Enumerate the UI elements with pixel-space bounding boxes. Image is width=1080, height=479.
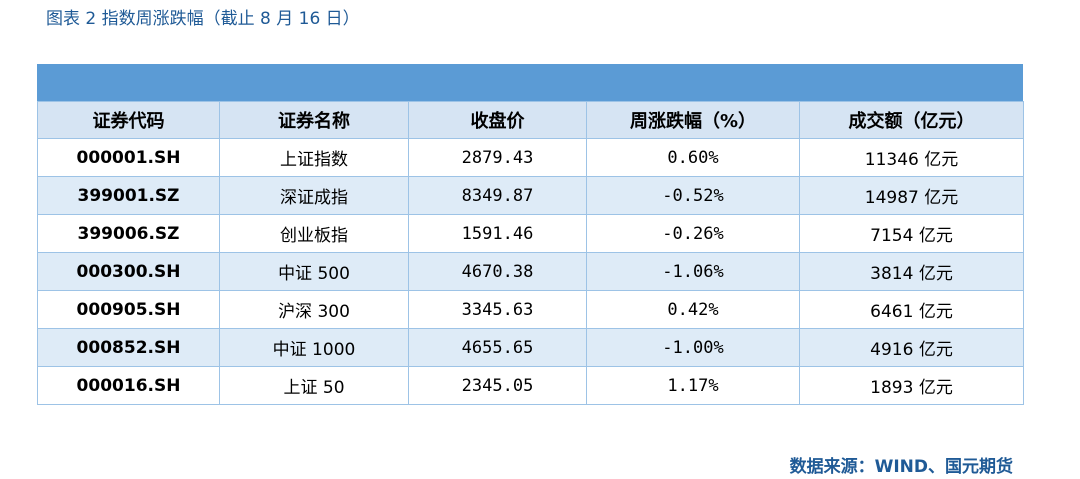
cell-weekly-change: 0.60% [586, 138, 800, 177]
cell-code: 000001.SH [37, 138, 220, 177]
cell-close: 2345.05 [408, 366, 587, 405]
cell-turnover: 4916 亿元 [799, 328, 1024, 367]
table-header-bar [37, 64, 1023, 101]
cell-code: 000905.SH [37, 290, 220, 329]
table-header-row: 证券代码 证券名称 收盘价 周涨跌幅（%） 成交额（亿元） [37, 101, 1024, 139]
cell-close: 2879.43 [408, 138, 587, 177]
header-close: 收盘价 [408, 101, 587, 139]
figure-title: 图表 2 指数周涨跌幅（截止 8 月 16 日） [46, 9, 360, 29]
data-source-note: 数据来源：WIND、国元期货 [789, 457, 1013, 477]
cell-close: 4670.38 [408, 252, 587, 291]
cell-name: 创业板指 [219, 214, 409, 253]
cell-name: 中证 1000 [219, 328, 409, 367]
cell-weekly-change: 1.17% [586, 366, 800, 405]
cell-close: 8349.87 [408, 176, 587, 215]
table-row: 000852.SH 中证 1000 4655.65 -1.00% 4916 亿元 [37, 328, 1024, 367]
table-row: 000300.SH 中证 500 4670.38 -1.06% 3814 亿元 [37, 252, 1024, 291]
header-weekly-change: 周涨跌幅（%） [586, 101, 800, 139]
header-code: 证券代码 [37, 101, 220, 139]
table-row: 000905.SH 沪深 300 3345.63 0.42% 6461 亿元 [37, 290, 1024, 329]
cell-weekly-change: -1.06% [586, 252, 800, 291]
cell-weekly-change: 0.42% [586, 290, 800, 329]
cell-weekly-change: -0.26% [586, 214, 800, 253]
cell-name: 深证成指 [219, 176, 409, 215]
cell-turnover: 14987 亿元 [799, 176, 1024, 215]
cell-close: 3345.63 [408, 290, 587, 329]
cell-code: 000016.SH [37, 366, 220, 405]
cell-name: 沪深 300 [219, 290, 409, 329]
cell-weekly-change: -0.52% [586, 176, 800, 215]
header-turnover: 成交额（亿元） [799, 101, 1024, 139]
cell-code: 399006.SZ [37, 214, 220, 253]
table-row: 000016.SH 上证 50 2345.05 1.17% 1893 亿元 [37, 366, 1024, 405]
cell-turnover: 1893 亿元 [799, 366, 1024, 405]
cell-name: 中证 500 [219, 252, 409, 291]
table-row: 399006.SZ 创业板指 1591.46 -0.26% 7154 亿元 [37, 214, 1024, 253]
cell-turnover: 3814 亿元 [799, 252, 1024, 291]
cell-turnover: 6461 亿元 [799, 290, 1024, 329]
cell-code: 000300.SH [37, 252, 220, 291]
cell-turnover: 7154 亿元 [799, 214, 1024, 253]
cell-code: 399001.SZ [37, 176, 220, 215]
cell-weekly-change: -1.00% [586, 328, 800, 367]
cell-close: 4655.65 [408, 328, 587, 367]
cell-close: 1591.46 [408, 214, 587, 253]
header-name: 证券名称 [219, 101, 409, 139]
index-table-container: 证券代码 证券名称 收盘价 周涨跌幅（%） 成交额（亿元） 000001.SH … [37, 64, 1024, 405]
cell-turnover: 11346 亿元 [799, 138, 1024, 177]
cell-name: 上证指数 [219, 138, 409, 177]
cell-name: 上证 50 [219, 366, 409, 405]
table-row: 399001.SZ 深证成指 8349.87 -0.52% 14987 亿元 [37, 176, 1024, 215]
index-table: 证券代码 证券名称 收盘价 周涨跌幅（%） 成交额（亿元） 000001.SH … [37, 101, 1024, 405]
cell-code: 000852.SH [37, 328, 220, 367]
table-row: 000001.SH 上证指数 2879.43 0.60% 11346 亿元 [37, 138, 1024, 177]
